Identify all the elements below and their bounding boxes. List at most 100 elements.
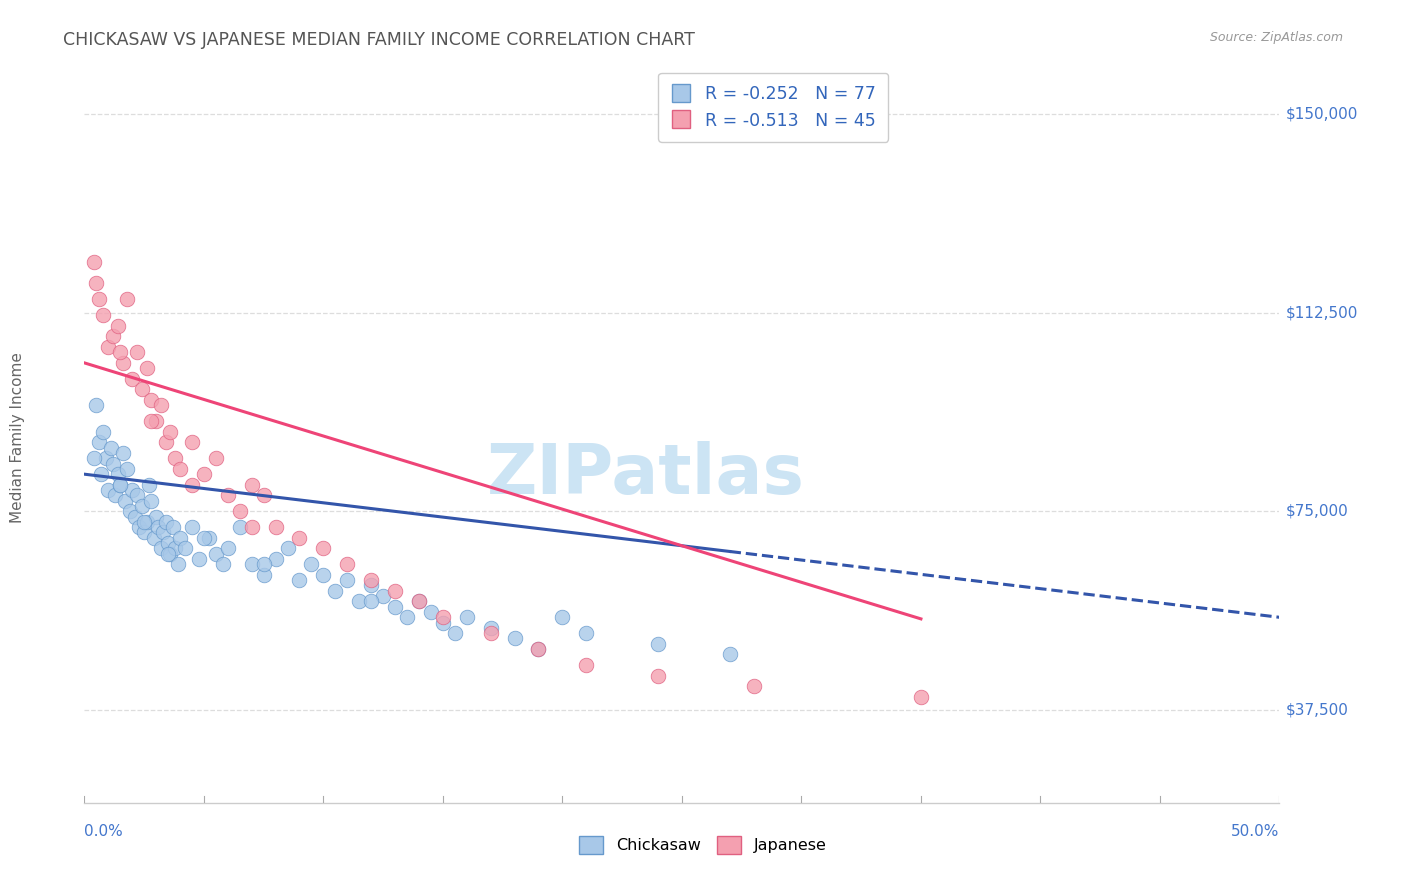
Point	[193, 467, 215, 482]
Point	[87, 435, 110, 450]
Point	[336, 558, 359, 572]
Point	[83, 255, 105, 269]
Point	[131, 499, 153, 513]
Legend: Chickasaw, Japanese: Chickasaw, Japanese	[571, 829, 835, 862]
Point	[325, 583, 347, 598]
Point	[138, 477, 160, 491]
Point	[384, 583, 406, 598]
Point	[135, 515, 157, 529]
Point	[155, 515, 177, 529]
Point	[288, 531, 311, 545]
Point	[110, 345, 132, 359]
Point	[142, 531, 165, 545]
Point	[111, 356, 134, 370]
Point	[188, 552, 211, 566]
Point	[157, 547, 180, 561]
Point	[360, 594, 382, 608]
Point	[910, 690, 932, 704]
Point	[117, 462, 139, 476]
Point	[125, 488, 148, 502]
Point	[94, 451, 117, 466]
Point	[145, 414, 167, 428]
Text: 0.0%: 0.0%	[84, 824, 124, 839]
Point	[166, 558, 188, 572]
Point	[118, 504, 141, 518]
Point	[107, 467, 129, 482]
Point	[205, 547, 228, 561]
Text: CHICKASAW VS JAPANESE MEDIAN FAMILY INCOME CORRELATION CHART: CHICKASAW VS JAPANESE MEDIAN FAMILY INCO…	[63, 31, 695, 49]
Point	[408, 594, 430, 608]
Text: $150,000: $150,000	[1285, 106, 1358, 121]
Point	[217, 488, 239, 502]
Point	[87, 293, 110, 307]
Point	[360, 578, 382, 592]
Point	[288, 573, 311, 587]
Point	[169, 531, 191, 545]
Point	[131, 383, 153, 397]
Point	[229, 520, 252, 534]
Point	[264, 520, 287, 534]
Point	[93, 425, 115, 439]
Point	[149, 541, 172, 556]
Point	[141, 414, 163, 428]
Point	[125, 345, 148, 359]
Point	[373, 589, 395, 603]
Point	[742, 679, 765, 693]
Point	[86, 398, 108, 412]
Point	[124, 509, 146, 524]
Text: Source: ZipAtlas.com: Source: ZipAtlas.com	[1209, 31, 1343, 45]
Point	[141, 392, 163, 407]
Point	[128, 520, 150, 534]
Point	[165, 541, 187, 556]
Point	[229, 504, 252, 518]
Point	[165, 451, 187, 466]
Point	[159, 547, 181, 561]
Point	[575, 626, 598, 640]
Point	[240, 558, 263, 572]
Point	[132, 515, 156, 529]
Point	[86, 277, 108, 291]
Point	[384, 599, 406, 614]
Point	[159, 425, 181, 439]
Legend: R = -0.252   N = 77, R = -0.513   N = 45: R = -0.252 N = 77, R = -0.513 N = 45	[658, 73, 889, 142]
Point	[336, 573, 359, 587]
Point	[101, 457, 124, 471]
Point	[432, 615, 454, 630]
Point	[432, 610, 454, 624]
Point	[301, 558, 323, 572]
Point	[155, 435, 177, 450]
Point	[551, 610, 574, 624]
Text: $75,000: $75,000	[1285, 504, 1348, 519]
Point	[277, 541, 299, 556]
Point	[479, 621, 502, 635]
Point	[97, 483, 120, 497]
Point	[718, 648, 741, 662]
Point	[253, 567, 276, 582]
Point	[162, 520, 184, 534]
Point	[104, 488, 127, 502]
Point	[240, 477, 263, 491]
Point	[217, 541, 239, 556]
Point	[312, 567, 335, 582]
Point	[169, 462, 191, 476]
Point	[157, 536, 180, 550]
Point	[100, 441, 122, 455]
Point	[408, 594, 430, 608]
Point	[181, 435, 204, 450]
Point	[181, 477, 204, 491]
Point	[114, 493, 136, 508]
Point	[503, 632, 526, 646]
Point	[527, 642, 550, 657]
Point	[135, 361, 157, 376]
Point	[141, 493, 163, 508]
Point	[360, 573, 382, 587]
Point	[212, 558, 235, 572]
Point	[132, 525, 156, 540]
Point	[647, 637, 669, 651]
Point	[148, 520, 170, 534]
Point	[107, 318, 129, 333]
Point	[97, 340, 120, 354]
Point	[149, 398, 172, 412]
Point	[479, 626, 502, 640]
Point	[110, 477, 132, 491]
